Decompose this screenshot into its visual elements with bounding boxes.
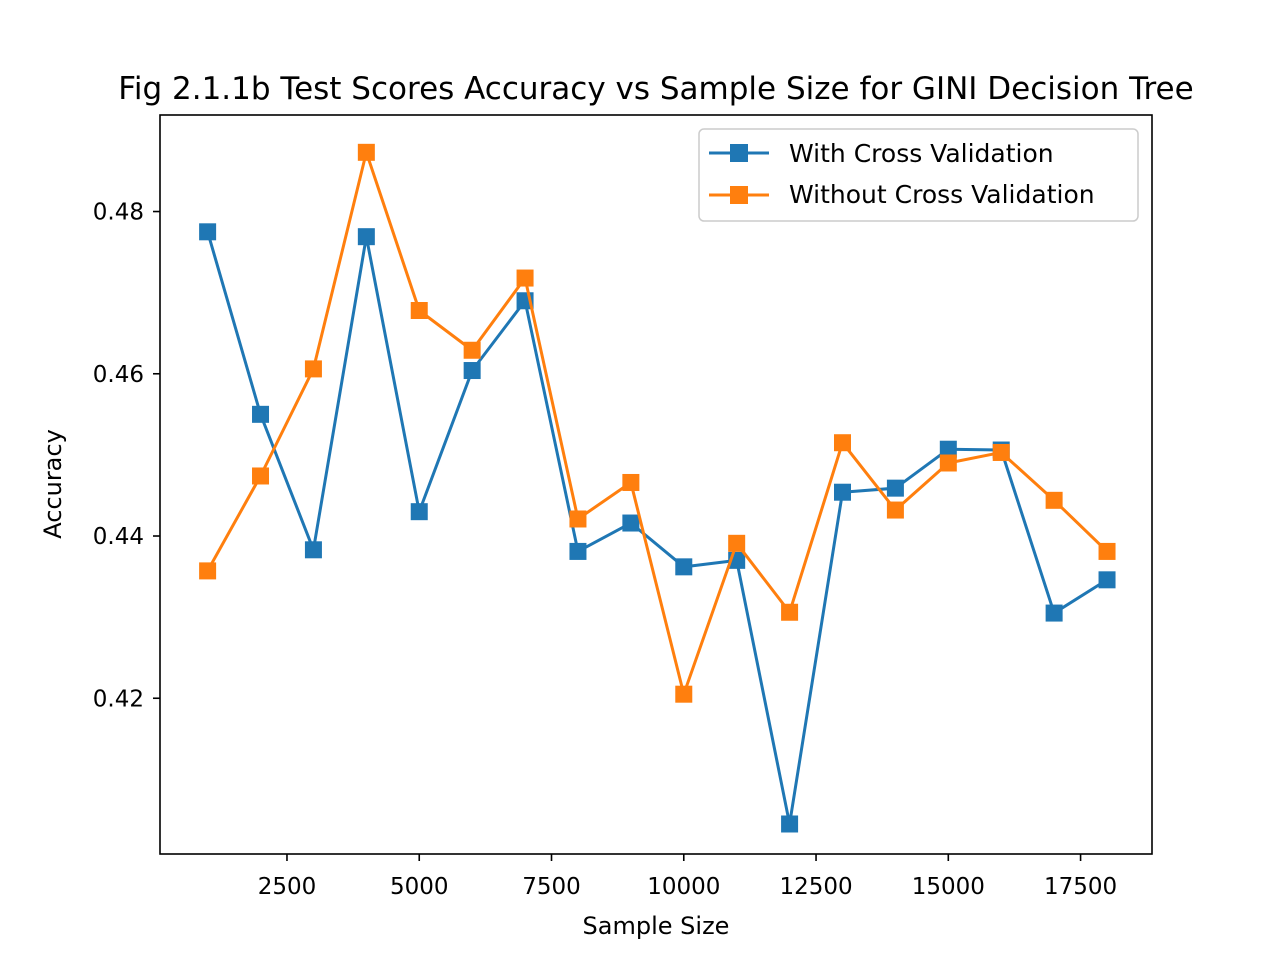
series-without-cross-validation <box>199 143 1116 703</box>
legend: With Cross Validation Without Cross Vali… <box>698 128 1139 222</box>
legend-label-with-cv: With Cross Validation <box>789 139 1054 168</box>
x-tick-label: 17500 <box>1044 874 1117 900</box>
data-point-with-cross-validation <box>252 405 270 423</box>
data-point-with-cross-validation <box>357 228 375 246</box>
data-point-without-cross-validation <box>516 269 534 287</box>
series-with-cross-validation <box>199 223 1116 833</box>
legend-label-without-cv: Without Cross Validation <box>789 180 1095 209</box>
series-line-with-cross-validation <box>205 229 1110 826</box>
data-point-with-cross-validation <box>463 362 481 380</box>
series-line-without-cross-validation <box>205 150 1110 696</box>
y-tick-label: 0.48 <box>93 200 144 226</box>
data-point-with-cross-validation <box>886 479 904 497</box>
x-tick-label: 15000 <box>912 874 985 900</box>
data-point-without-cross-validation <box>939 454 957 472</box>
data-point-without-cross-validation <box>357 143 375 161</box>
y-tick-label: 0.44 <box>93 524 144 550</box>
data-point-with-cross-validation <box>939 440 957 458</box>
x-tick-label: 2500 <box>258 874 317 900</box>
legend-box <box>698 128 1139 222</box>
data-point-with-cross-validation <box>569 542 587 560</box>
data-point-with-cross-validation <box>781 815 799 833</box>
y-tick-label: 0.42 <box>93 686 144 712</box>
y-tick-label: 0.46 <box>93 362 144 388</box>
x-axis-label: Sample Size <box>583 912 730 940</box>
data-point-without-cross-validation <box>992 443 1010 461</box>
data-point-without-cross-validation <box>410 302 428 319</box>
data-point-without-cross-validation <box>252 467 270 485</box>
y-axis: 0.42 0.44 0.46 0.48 <box>93 200 160 712</box>
data-point-without-cross-validation <box>834 434 851 452</box>
legend-marker-without-cv <box>730 186 748 204</box>
data-point-without-cross-validation <box>886 501 904 519</box>
data-point-with-cross-validation <box>1045 604 1063 622</box>
data-point-without-cross-validation <box>675 685 693 703</box>
x-tick-label: 7500 <box>522 874 581 900</box>
data-point-with-cross-validation <box>622 514 640 532</box>
x-tick-label: 10000 <box>647 874 720 900</box>
data-point-without-cross-validation <box>569 510 587 528</box>
data-point-without-cross-validation <box>1098 542 1116 560</box>
series-layer <box>199 143 1116 833</box>
data-point-with-cross-validation <box>410 503 428 521</box>
data-point-with-cross-validation <box>675 558 693 576</box>
legend-marker-with-cv <box>730 144 748 162</box>
x-axis: 2500 5000 7500 10000 12500 15000 17500 <box>258 854 1117 900</box>
x-tick-label: 12500 <box>779 874 852 900</box>
chart-title: Fig 2.1.1b Test Scores Accuracy vs Sampl… <box>118 71 1193 107</box>
data-point-with-cross-validation <box>834 483 851 501</box>
data-point-without-cross-validation <box>728 534 746 552</box>
data-point-without-cross-validation <box>1045 491 1063 509</box>
data-point-with-cross-validation <box>1098 571 1116 589</box>
data-point-without-cross-validation <box>622 473 640 491</box>
plot-frame <box>159 114 1153 855</box>
data-point-with-cross-validation <box>199 223 217 241</box>
data-point-without-cross-validation <box>463 341 481 359</box>
data-point-without-cross-validation <box>199 562 217 580</box>
plot-area <box>160 115 1152 854</box>
x-tick-label: 5000 <box>390 874 449 900</box>
y-axis-label: Accuracy <box>39 429 67 539</box>
data-point-with-cross-validation <box>304 541 322 559</box>
data-point-without-cross-validation <box>781 603 799 621</box>
data-point-without-cross-validation <box>304 360 322 378</box>
